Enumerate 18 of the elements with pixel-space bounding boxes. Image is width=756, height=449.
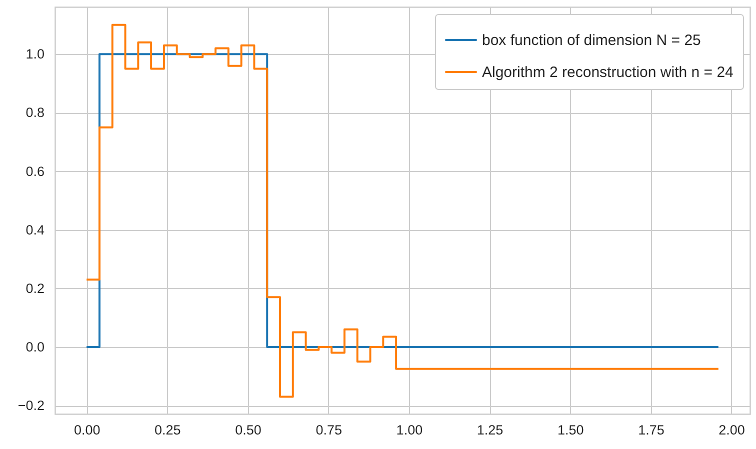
x-tick-label: 0.00 (74, 422, 100, 438)
y-tick-label: 1.0 (26, 46, 44, 62)
x-tick-label: 1.25 (476, 422, 504, 438)
y-tick-label: 0.6 (26, 164, 44, 179)
x-tick-label: 0.75 (316, 422, 342, 438)
x-tick-label: 1.00 (396, 422, 423, 438)
y-tick-label: 0.0 (26, 339, 44, 354)
x-tick-label: 1.50 (557, 422, 584, 438)
y-tick-label: 0.2 (26, 280, 44, 296)
legend-label: box function of dimension N = 25 (482, 32, 701, 49)
x-tick-label: 0.50 (235, 422, 262, 438)
x-tick-label: 1.75 (638, 422, 664, 438)
x-tick-label: 0.25 (154, 422, 181, 438)
x-tick-label: 2.00 (718, 422, 745, 438)
y-tick-label: 0.8 (26, 105, 44, 120)
legend-label: Algorithm 2 reconstruction with n = 24 (482, 64, 734, 81)
y-tick-label: 0.4 (26, 222, 45, 238)
y-tick-label: −0.2 (18, 398, 44, 414)
